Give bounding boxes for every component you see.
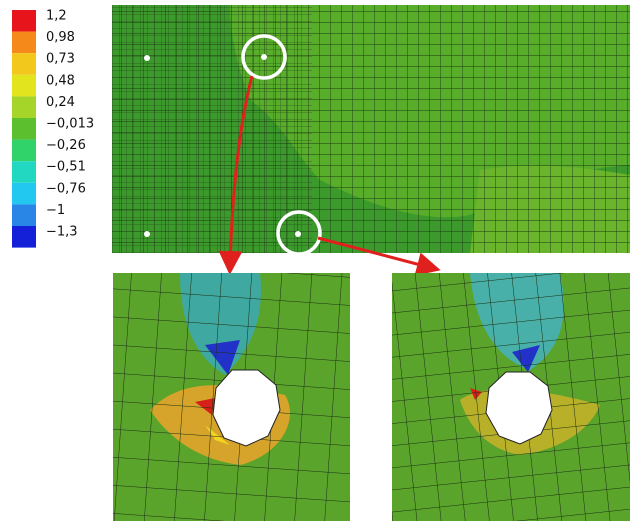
legend-swatch bbox=[12, 10, 36, 32]
legend-label: 0,24 bbox=[46, 95, 75, 110]
legend-swatch bbox=[12, 140, 36, 162]
legend-label: −1,3 bbox=[46, 225, 78, 240]
legend-swatch bbox=[12, 226, 36, 248]
legend-swatch bbox=[12, 161, 36, 183]
legend-swatch bbox=[12, 118, 36, 140]
legend-label: 0,48 bbox=[46, 73, 75, 88]
legend-swatch bbox=[12, 204, 36, 226]
figure: 1,2 0,98 0,73 0,48 0,24 −0,013 −0,26 −0,51 −0,76… bbox=[0, 0, 634, 524]
legend-label: 0,98 bbox=[46, 30, 75, 45]
legend-swatch bbox=[12, 183, 36, 205]
legend-label: −0,76 bbox=[46, 181, 86, 196]
zoom-panel-right bbox=[392, 273, 630, 521]
legend-swatch bbox=[12, 32, 36, 54]
legend-label: −0,51 bbox=[46, 160, 86, 175]
legend-swatch bbox=[12, 53, 36, 75]
mesh-panel bbox=[112, 5, 630, 254]
legend-label: 1,2 bbox=[46, 9, 67, 24]
zoom-panel-left bbox=[113, 273, 350, 521]
legend-swatch bbox=[12, 96, 36, 118]
legend-label: 0,73 bbox=[46, 52, 75, 67]
legend-label: −0,26 bbox=[46, 138, 86, 153]
legend-swatch bbox=[12, 75, 36, 97]
legend: 1,2 0,98 0,73 0,48 0,24 −0,013 −0,26 −0,51 −0,76… bbox=[12, 9, 94, 248]
legend-label: −0,013 bbox=[46, 117, 94, 132]
legend-label: −1 bbox=[46, 203, 65, 218]
